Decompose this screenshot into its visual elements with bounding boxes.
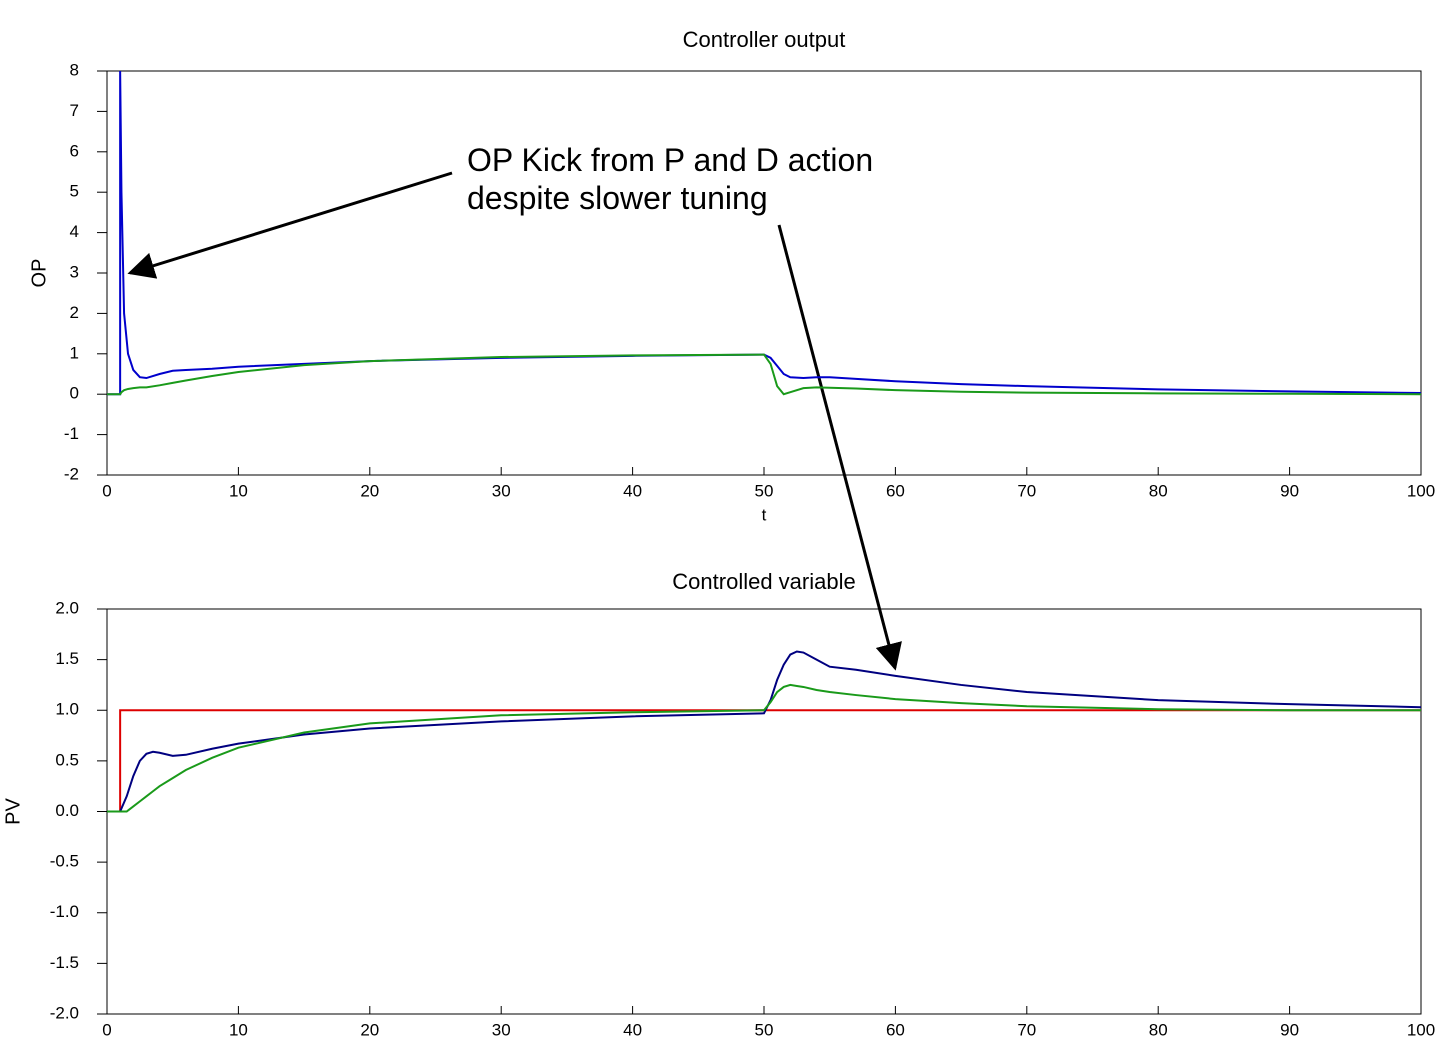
plot-frame	[106, 608, 1422, 1015]
y-tick-label: -1	[64, 424, 79, 443]
x-tick-label: 20	[360, 1020, 379, 1039]
x-tick-label: 30	[492, 481, 511, 500]
x-tick-label: 10	[229, 481, 248, 500]
x-tick-label: 100	[1407, 481, 1435, 500]
y-tick-label: -1.0	[50, 902, 79, 921]
x-tick-label: 70	[1017, 481, 1036, 500]
x-tick-label: 90	[1280, 1020, 1299, 1039]
series-line	[107, 71, 1421, 396]
y-tick-label: 2.0	[55, 598, 79, 617]
x-tick-label: 100	[1407, 1020, 1435, 1039]
y-tick-label: 1.5	[55, 649, 79, 668]
x-tick-label: 30	[492, 1020, 511, 1039]
y-tick-label: 4	[70, 222, 79, 241]
plot-frame	[106, 70, 1422, 476]
plot-area	[107, 71, 1421, 396]
series-line	[107, 353, 1421, 396]
y-tick-label: 0.5	[55, 750, 79, 769]
y-tick-label: 6	[70, 141, 79, 160]
y-tick-label: 1.0	[55, 700, 79, 719]
annotation-arrow	[127, 171, 453, 279]
x-tick-label: 40	[623, 1020, 642, 1039]
y-tick-label: 2	[70, 303, 79, 322]
x-tick-label: 60	[886, 481, 905, 500]
annotation: despite slower tuning	[467, 180, 768, 216]
chart-title: Controlled variable	[672, 569, 855, 594]
y-tick-label: 3	[70, 262, 79, 281]
y-tick-label: 5	[70, 182, 79, 201]
x-tick-label: 50	[755, 1020, 774, 1039]
series-line	[107, 709, 1421, 813]
x-tick-label: 90	[1280, 481, 1299, 500]
series-line	[107, 683, 1421, 813]
y-tick-label: 0	[70, 384, 79, 403]
y-tick-label: 7	[70, 101, 79, 120]
annotation-arrow	[777, 224, 902, 671]
y-tick-label: 0.0	[55, 801, 79, 820]
series-line	[107, 650, 1421, 813]
x-tick-label: 20	[360, 481, 379, 500]
x-tick-label: 80	[1149, 1020, 1168, 1039]
x-tick-label: 0	[102, 481, 111, 500]
y-axis-label: OP	[28, 259, 50, 288]
x-tick-label: 80	[1149, 481, 1168, 500]
y-tick-label: -1.5	[50, 953, 79, 972]
y-tick-label: -0.5	[50, 852, 79, 871]
x-tick-label: 0	[102, 1020, 111, 1039]
y-tick-label: -2	[64, 464, 79, 483]
y-tick-label: -2.0	[50, 1003, 79, 1022]
y-axis-label: PV	[2, 798, 24, 825]
x-axis-label: t	[762, 505, 767, 524]
x-tick-label: 10	[229, 1020, 248, 1039]
chart-title: Controller output	[683, 27, 846, 52]
y-tick-label: 1	[70, 343, 79, 362]
x-tick-label: 70	[1017, 1020, 1036, 1039]
x-tick-label: 40	[623, 481, 642, 500]
y-tick-label: 8	[70, 60, 79, 79]
plot-area	[107, 650, 1421, 813]
x-tick-label: 60	[886, 1020, 905, 1039]
x-tick-label: 50	[755, 481, 774, 500]
annotation: OP Kick from P and D action	[467, 142, 873, 178]
